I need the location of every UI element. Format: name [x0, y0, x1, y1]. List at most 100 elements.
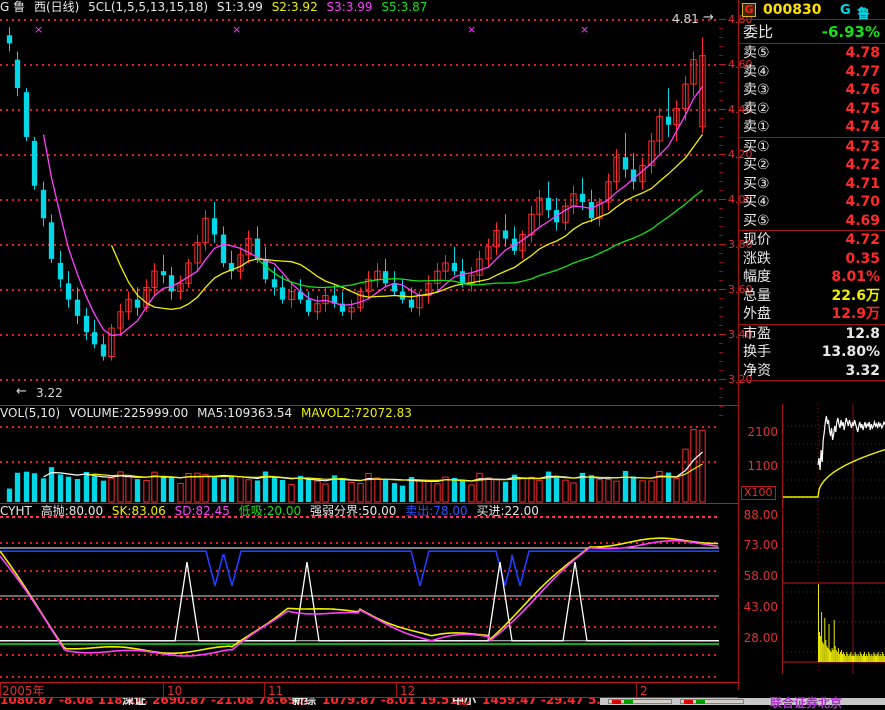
price-minor-tick	[719, 325, 723, 326]
main-price-panel[interactable]: G 鲁 西(日线) 5CL(1,5,5,13,15,18) S1:3.99 S2…	[0, 0, 719, 405]
quote-column: G 000830 G 鲁 委比 -6.93% 卖⑤ 4.78 卖④ 4.77 卖…	[738, 0, 885, 690]
stat-row: 涨跌 0.35	[739, 250, 885, 269]
bid-row[interactable]: 买① 4.73	[739, 138, 885, 157]
price-minor-tick	[719, 316, 723, 317]
cyht-panel[interactable]: CYHT 高抛:80.00 SK:83.06 SD:82.45 低吸:20.00…	[0, 504, 719, 682]
mini-tick: 58.00	[744, 571, 778, 582]
price-minor-tick	[719, 370, 723, 371]
date-label: 12	[400, 684, 415, 698]
ask-row[interactable]: 卖④ 4.77	[739, 63, 885, 82]
stat-label: 外盘	[743, 305, 771, 324]
mini-tick: 2100	[747, 427, 778, 438]
status-xinban: 1079.87 -8.01 19.51亿	[322, 698, 470, 705]
stock-code[interactable]: 000830	[763, 2, 821, 18]
price-minor-tick	[719, 82, 723, 83]
bid-row[interactable]: 买⑤ 4.69	[739, 212, 885, 231]
price-minor-tick	[719, 280, 723, 281]
stat-value: 4.72	[845, 231, 880, 250]
ask-row[interactable]: 卖② 4.75	[739, 100, 885, 119]
price-minor-tick	[719, 37, 723, 38]
weibi-label: 委比	[743, 20, 773, 44]
price-minor-tick	[719, 235, 723, 236]
ask-label: 卖⑤	[743, 44, 770, 63]
price-minor-tick	[719, 100, 723, 101]
price-minor-tick	[719, 208, 723, 209]
price-tick	[719, 244, 726, 245]
mini-chart-wrap: 2100 1100 X100 88.00 73.00 58.00 43.00 2…	[739, 404, 885, 689]
fundamentals-list: 市盈 12.8 换手 13.80% 净资 3.32	[739, 325, 885, 382]
bid-label: 买②	[743, 156, 770, 175]
fundamental-row: 市盈 12.8	[739, 325, 885, 344]
ask-row[interactable]: 卖⑤ 4.78	[739, 44, 885, 63]
fundamental-row: 换手 13.80%	[739, 343, 885, 362]
price-minor-tick	[719, 361, 723, 362]
stat-value: 22.6万	[831, 287, 880, 306]
stat-label: 涨跌	[743, 250, 771, 269]
stats-list: 现价 4.72 涨跌 0.35 幅度 8.01% 总量 22.6万 外盘 12.…	[739, 231, 885, 325]
ask-label: 卖③	[743, 81, 770, 100]
price-minor-tick	[719, 172, 723, 173]
price-tick	[719, 154, 726, 155]
price-minor-tick	[719, 307, 723, 308]
ask-row[interactable]: 卖③ 4.76	[739, 81, 885, 100]
fundamental-label: 净资	[743, 362, 771, 381]
quote-header: G 000830 G 鲁	[739, 0, 885, 20]
weibi-row: 委比 -6.93%	[739, 20, 885, 44]
price-minor-tick	[719, 262, 723, 263]
price-minor-tick	[719, 55, 723, 56]
bid-row[interactable]: 买② 4.72	[739, 156, 885, 175]
bid-label: 买①	[743, 138, 770, 157]
price-minor-tick	[719, 298, 723, 299]
date-separator	[0, 683, 1, 697]
intraday-volume-chart[interactable]	[782, 510, 885, 674]
price-minor-tick	[719, 136, 723, 137]
price-minor-tick	[719, 46, 723, 47]
ask-label: 卖②	[743, 100, 770, 119]
volume-panel[interactable]: VOL(5,10) VOLUME:225999.00 MA5:109363.54…	[0, 406, 719, 503]
price-minor-tick	[719, 73, 723, 74]
mini-lower-axis: 88.00 73.00 58.00 43.00 28.00	[739, 509, 781, 674]
intraday-chart[interactable]	[782, 404, 885, 509]
mini-tick: 28.00	[744, 633, 778, 644]
ask-price: 4.78	[845, 44, 880, 63]
fundamental-label: 市盈	[743, 325, 771, 344]
stat-row: 幅度 8.01%	[739, 268, 885, 287]
price-minor-tick	[719, 271, 723, 272]
ask-label: 卖①	[743, 118, 770, 137]
status-shenzhen: 2690.87 -21.08 78.69亿	[152, 698, 308, 705]
bid-row[interactable]: 买③ 4.71	[739, 175, 885, 194]
stat-row: 外盘 12.9万	[739, 305, 885, 324]
candlestick-canvas	[0, 0, 719, 405]
mini-tick: 43.00	[744, 602, 778, 613]
stat-value: 8.01%	[831, 268, 880, 287]
ask-row[interactable]: 卖① 4.74	[739, 118, 885, 137]
price-minor-tick	[719, 352, 723, 353]
fundamental-value: 3.32	[845, 362, 880, 381]
low-arrow-icon: ←	[16, 384, 27, 399]
chart-column: G 鲁 西(日线) 5CL(1,5,5,13,15,18) S1:3.99 S2…	[0, 0, 738, 690]
price-minor-tick	[719, 181, 723, 182]
price-minor-tick	[719, 388, 723, 389]
date-label: 11	[268, 684, 283, 698]
date-separator	[636, 683, 637, 697]
date-label: 2005年	[2, 684, 45, 698]
ask-price: 4.75	[845, 100, 880, 119]
price-tick	[719, 109, 726, 110]
bid-row[interactable]: 买④ 4.70	[739, 193, 885, 212]
price-minor-tick	[719, 343, 723, 344]
mini-volume-axis: 2100 1100 X100	[739, 404, 781, 509]
taskbar[interactable]	[600, 698, 885, 705]
price-tick	[719, 289, 726, 290]
fundamental-value: 13.80%	[822, 343, 880, 362]
bid-label: 买⑤	[743, 212, 770, 231]
bid-label: 买③	[743, 175, 770, 194]
fundamental-label: 换手	[743, 343, 771, 362]
high-arrow-icon: →	[703, 10, 714, 25]
bid-label: 买④	[743, 193, 770, 212]
stat-label: 幅度	[743, 268, 771, 287]
price-tick	[719, 334, 726, 335]
ask-price: 4.77	[845, 63, 880, 82]
stat-label: 总量	[743, 287, 771, 306]
bid-price: 4.69	[845, 212, 880, 231]
